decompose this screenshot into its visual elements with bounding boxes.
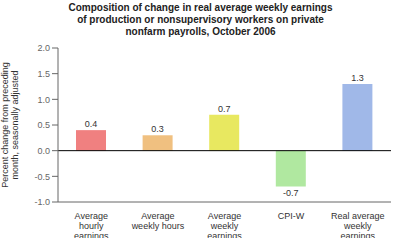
svg-text:1.0: 1.0: [37, 95, 50, 105]
svg-text:-1.0: -1.0: [34, 197, 50, 207]
svg-text:Percent change from precedingm: Percent change from precedingmonth, seas…: [8, 62, 20, 188]
svg-text:Averageweeklyearnings: Averageweeklyearnings: [207, 211, 242, 238]
html-text:Composition of change in real: Composition of change in real average we…: [68, 2, 333, 13]
svg-text:2.0: 2.0: [37, 43, 50, 53]
svg-text:-0.5: -0.5: [34, 172, 50, 182]
svg-text:Real averageweeklyearnings: Real averageweeklyearnings: [331, 211, 385, 238]
svg-text:Averageweekly hours: Averageweekly hours: [131, 211, 185, 231]
html-text:nonfarm payrolls, October 2006: nonfarm payrolls, October 2006: [125, 26, 276, 37]
svg-text:-0.7: -0.7: [283, 188, 299, 198]
svg-text:1.3: 1.3: [351, 73, 364, 83]
svg-text:1.5: 1.5: [37, 69, 50, 79]
svg-text:0.5: 0.5: [37, 120, 50, 130]
svg-text:Averagehourlyearnings: Averagehourlyearnings: [74, 211, 109, 238]
svg-text:0.3: 0.3: [151, 124, 164, 134]
svg-text:0.4: 0.4: [85, 119, 98, 129]
svg-text:CPI-W: CPI-W: [278, 211, 305, 221]
svg-text:0.0: 0.0: [37, 146, 50, 156]
html-text:of production or nonsupervisor: of production or nonsupervisory workers …: [77, 14, 324, 25]
svg-text:0.7: 0.7: [218, 104, 231, 114]
